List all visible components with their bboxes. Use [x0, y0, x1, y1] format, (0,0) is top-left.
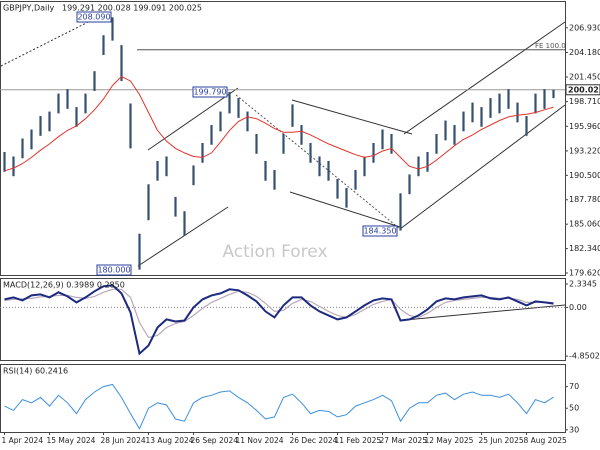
x-tick-label: 1 Apr 2024 — [2, 436, 44, 445]
rsi-line — [4, 383, 554, 430]
annotation: 208.090 — [77, 13, 110, 22]
price-panel — [0, 1, 566, 276]
x-tick-label: 13 Aug 2024 — [146, 436, 194, 445]
x-tick-label: 11 Feb 2025 — [335, 436, 382, 445]
x-tick-label: 28 Jun 2024 — [101, 436, 146, 445]
y-tick-label: 206.930 — [569, 23, 600, 32]
annotation-box — [192, 86, 228, 98]
y-tick-label: 195.960 — [569, 122, 600, 131]
moving-average — [4, 75, 554, 172]
trend-line — [291, 99, 413, 135]
x-tick-label: 26 Sep 2024 — [191, 436, 239, 445]
y-tick-label: 198.710 — [569, 97, 600, 106]
chart-subtitle: 199.291 200.028 199.091 200.025 — [62, 4, 202, 13]
annotation-box — [96, 264, 132, 276]
x-tick-label: 27 Mar 2025 — [380, 436, 428, 445]
x-tick-label: 15 May 2024 — [47, 436, 96, 445]
x-tick-label: 25 Jun 2025 — [479, 436, 524, 445]
trend-line — [289, 191, 401, 228]
x-tick-label: 26 Dec 2024 — [290, 436, 338, 445]
y-tick-label: 193.220 — [569, 146, 600, 155]
y-tick-label: 190.500 — [569, 171, 600, 180]
last-price-box — [565, 84, 600, 96]
annotation: 199.790 — [193, 88, 226, 97]
y-tick-label: 204.180 — [569, 48, 600, 57]
trend-line — [0, 13, 105, 67]
y-tick-label: 30 — [569, 425, 579, 434]
trend-line — [137, 206, 229, 267]
trend-line — [404, 304, 566, 321]
annotation: 184.350 — [363, 227, 396, 236]
annotation: 180.000 — [97, 266, 130, 275]
y-tick-label: 0.00 — [569, 303, 587, 312]
chart-title: RSI(14) 60.2416 — [3, 367, 68, 376]
y-tick-label: 201.450 — [569, 72, 600, 81]
trend-lines — [0, 13, 566, 321]
chart-title: GBPJPY,Daily — [3, 4, 54, 13]
annotation-box — [76, 11, 112, 23]
y-tick-label: 185.060 — [569, 220, 600, 229]
x-tick-label: 11 Nov 2024 — [236, 436, 284, 445]
trend-line — [235, 94, 401, 230]
trend-line — [147, 87, 239, 151]
trend-line — [399, 104, 566, 230]
rsi-panel — [0, 364, 566, 433]
macd-line — [4, 284, 554, 356]
macd-panel — [0, 278, 566, 361]
y-tick-label: 179.620 — [569, 269, 600, 278]
y-tick-label: 50 — [569, 404, 579, 413]
y-tick-label: -4.8502 — [569, 352, 600, 361]
chart-title: MACD(12,26,9) 0.3989 0.2850 — [3, 281, 125, 290]
y-tick-label: 187.780 — [569, 195, 600, 204]
y-tick-label: 182.340 — [569, 244, 600, 253]
last-price-label: 200.025 — [568, 85, 600, 94]
watermark: Action Forex — [222, 242, 327, 262]
fe-label: FE 100.0 — [535, 42, 566, 50]
x-tick-label: 8 Aug 2025 — [524, 436, 567, 445]
trend-line — [403, 21, 566, 135]
y-tick-label: 2.3345 — [569, 279, 597, 288]
annotation-box — [362, 225, 398, 237]
x-tick-label: 12 May 2025 — [425, 436, 474, 445]
y-tick-label: 70 — [569, 382, 579, 391]
